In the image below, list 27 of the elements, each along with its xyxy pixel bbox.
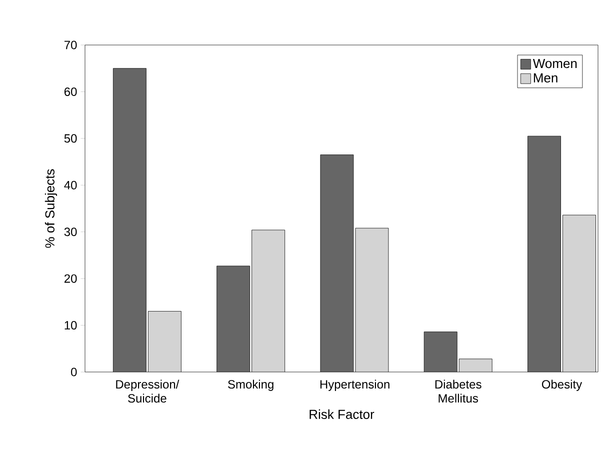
bar	[112, 68, 146, 372]
x-tick-label: Diabetes Mellitus	[435, 380, 482, 403]
bar	[148, 311, 182, 372]
bar	[424, 332, 458, 372]
x-tick-label: Obesity	[542, 380, 582, 391]
y-tick-label: 70	[64, 40, 77, 50]
legend-label: Women	[532, 59, 577, 68]
y-tick-label: 60	[64, 87, 77, 96]
y-tick-label: 30	[64, 228, 77, 236]
bar	[320, 154, 354, 372]
bar	[459, 358, 492, 372]
bar	[562, 214, 596, 372]
x-tick-label: Smoking	[228, 380, 274, 391]
legend-label: Men	[534, 73, 558, 82]
y-tick-label: 10	[64, 321, 77, 330]
x-axis-title: Risk Factor	[310, 409, 374, 419]
bar	[355, 228, 389, 372]
y-tick-label: 40	[64, 180, 77, 190]
bar	[216, 266, 250, 372]
y-tick-label: 0	[71, 368, 77, 376]
y-tick-label: 50	[64, 134, 77, 143]
x-tick-label: Depression/ Suicide	[116, 380, 180, 403]
y-tick-label: 20	[64, 274, 77, 283]
y-axis-title: % of Subjects	[44, 169, 58, 248]
bar	[252, 230, 285, 372]
bar	[528, 136, 561, 372]
x-tick-label: Hypertension	[320, 380, 390, 391]
